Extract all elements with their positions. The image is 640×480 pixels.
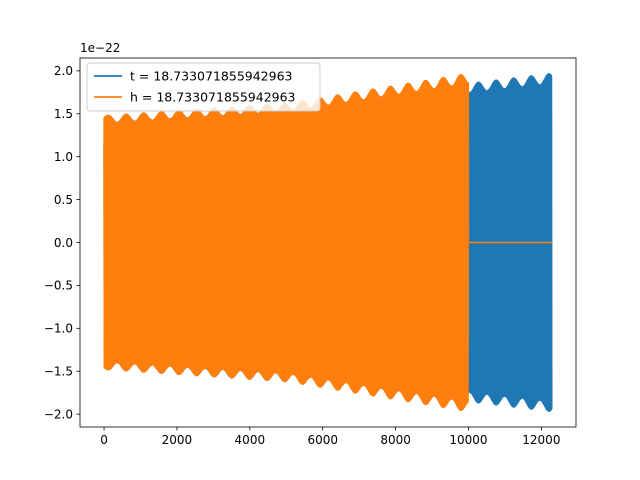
plot-area — [103, 73, 553, 412]
x-tick-label-5: 10000 — [449, 433, 487, 447]
legend-label-t: t = 18.733071855942963 — [130, 69, 293, 84]
series-line-1 — [103, 73, 552, 412]
y-tick-label-7: 1.5 — [54, 107, 73, 121]
axes: 0 2000 4000 6000 8000 10000 12000 −2.0 −1.5 −1.0 −… — [44, 57, 577, 447]
y-tick-label-3: −0.5 — [44, 279, 73, 293]
x-tick-label-2: 4000 — [235, 433, 266, 447]
x-tick-label-0: 0 — [100, 433, 108, 447]
x-tick-label-1: 2000 — [162, 433, 193, 447]
y-tick-label-0: −2.0 — [44, 407, 73, 421]
x-tick-label-6: 12000 — [522, 433, 560, 447]
y-tick-label-4: 0.0 — [54, 236, 73, 250]
y-tick-label-5: 0.5 — [54, 193, 73, 207]
y-offset-label: 1e−22 — [80, 41, 120, 55]
legend-box — [86, 62, 321, 112]
legend-label-h: h = 18.733071855942963 — [130, 90, 296, 105]
y-tick-label-8: 2.0 — [54, 64, 73, 78]
y-tick-label-6: 1.0 — [54, 150, 73, 164]
x-tick-label-3: 6000 — [307, 433, 338, 447]
y-tick-label-1: −1.5 — [44, 365, 73, 379]
x-tick-label-4: 8000 — [380, 433, 411, 447]
y-tick-label-2: −1.0 — [44, 322, 73, 336]
legend: t = 18.733071855942963 h = 18.7330718559… — [86, 62, 321, 112]
